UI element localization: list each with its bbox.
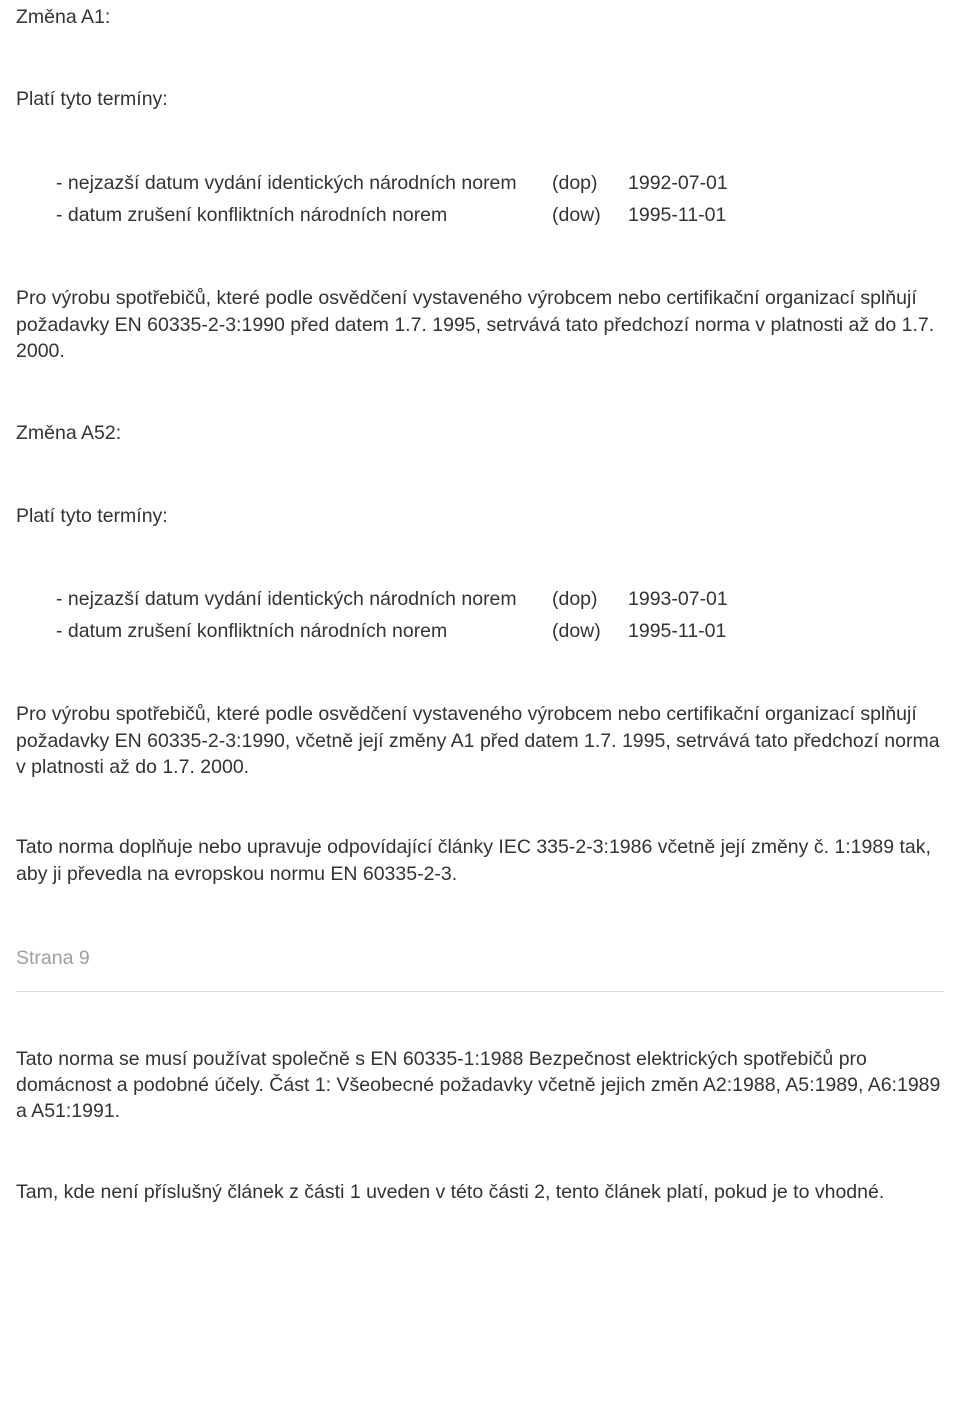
table-row: - nejzazší datum vydání identických náro…	[56, 167, 728, 199]
table-row: - nejzazší datum vydání identických náro…	[56, 583, 728, 615]
table-row: - datum zrušení konfliktních národních n…	[56, 199, 728, 231]
row-code: (dop)	[552, 583, 628, 615]
row-date: 1995-11-01	[628, 615, 728, 647]
row-code: (dow)	[552, 199, 628, 231]
section2-table: - nejzazší datum vydání identických náro…	[56, 583, 728, 648]
row-label: - datum zrušení konfliktních národních n…	[56, 615, 552, 647]
section2-intro: Platí tyto termíny:	[16, 503, 944, 529]
row-date: 1995-11-01	[628, 199, 728, 231]
footer-body1: Tato norma se musí používat společně s E…	[16, 1046, 944, 1125]
footer-body2: Tam, kde není příslušný článek z části 1…	[16, 1179, 944, 1205]
section1-table: - nejzazší datum vydání identických náro…	[56, 167, 728, 232]
section1-heading: Změna A1:	[16, 4, 944, 30]
row-label: - nejzazší datum vydání identických náro…	[56, 167, 552, 199]
table-row: - datum zrušení konfliktních národních n…	[56, 615, 728, 647]
row-code: (dop)	[552, 167, 628, 199]
section1-intro: Platí tyto termíny:	[16, 86, 944, 112]
section2-body2: Tato norma doplňuje nebo upravuje odpoví…	[16, 834, 944, 887]
page-number: Strana 9	[16, 945, 944, 971]
row-date: 1992-07-01	[628, 167, 728, 199]
row-label: - datum zrušení konfliktních národních n…	[56, 199, 552, 231]
section2-heading: Změna A52:	[16, 420, 944, 446]
row-label: - nejzazší datum vydání identických náro…	[56, 583, 552, 615]
row-code: (dow)	[552, 615, 628, 647]
section1-body: Pro výrobu spotřebičů, které podle osvěd…	[16, 285, 944, 364]
section2-body1: Pro výrobu spotřebičů, které podle osvěd…	[16, 701, 944, 780]
row-date: 1993-07-01	[628, 583, 728, 615]
document-page: Změna A1: Platí tyto termíny: - nejzazší…	[0, 0, 960, 1221]
